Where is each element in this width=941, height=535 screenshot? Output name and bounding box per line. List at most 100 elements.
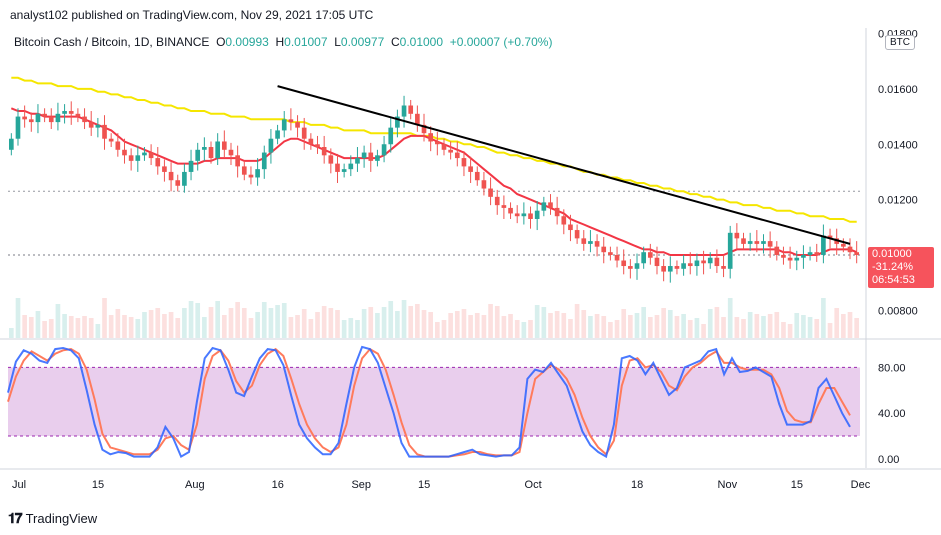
candle-body (554, 207, 560, 217)
candle-body (821, 235, 826, 255)
volume-bar (42, 321, 47, 338)
candle-body (135, 155, 141, 161)
candle-body (687, 263, 693, 267)
volume-bar (528, 320, 533, 338)
volume-bar (395, 311, 400, 338)
candle-body (82, 116, 87, 123)
candle-body (221, 141, 227, 150)
candle-body (674, 266, 680, 269)
candle-body (741, 238, 746, 244)
candle-body (847, 246, 853, 253)
candle-body (175, 180, 181, 186)
volume-bar (521, 322, 527, 338)
volume-bar (767, 314, 773, 338)
candle-body (241, 166, 247, 175)
volume-bar (428, 312, 434, 338)
volume-bar (494, 306, 500, 338)
candle-body (508, 207, 513, 214)
volume-bar (561, 313, 567, 338)
volume-bar (694, 318, 700, 338)
volume-bar (8, 328, 14, 338)
candle-body (188, 160, 194, 172)
volume-bar (647, 317, 653, 338)
candle-body (594, 241, 600, 247)
volume-bar (581, 310, 587, 338)
volume-bar (614, 320, 620, 338)
candle-body (388, 127, 394, 145)
volume-bar (55, 304, 61, 338)
candle-body (461, 158, 467, 167)
trendline[interactable] (277, 85, 851, 245)
candle-body (667, 266, 673, 272)
volume-bar (594, 314, 600, 338)
volume-bar (261, 302, 267, 338)
time-tick-label: Jul (12, 479, 26, 491)
candle-body (55, 113, 61, 123)
volume-bar (754, 314, 760, 338)
currency-badge[interactable]: BTC (885, 35, 915, 50)
candle-body (315, 144, 320, 148)
candle-body (408, 105, 414, 114)
volume-bar (601, 316, 607, 338)
candle-body (454, 152, 460, 159)
candle-body (801, 254, 806, 258)
time-tick-label: 15 (791, 479, 803, 491)
candle-body (261, 152, 267, 170)
candle-body (548, 202, 553, 208)
volume-bar (674, 316, 680, 338)
volume-bar (221, 315, 227, 338)
descending-trendline (277, 85, 851, 245)
volume-bar (328, 308, 334, 338)
candle-body (841, 243, 846, 247)
price-tick-label: 0.01400 (878, 139, 918, 151)
volume-bar (687, 320, 693, 338)
volume-bar (827, 323, 833, 338)
candle-body (747, 241, 753, 244)
candle-body (235, 155, 240, 167)
candle-body (401, 105, 407, 117)
legend-h-label: H (275, 35, 285, 49)
candle-body (614, 254, 620, 261)
candle-body (734, 232, 740, 239)
legend-open: 0.00993 (225, 35, 269, 49)
volume-bar (814, 319, 820, 338)
volume-bar (341, 320, 347, 338)
candle-body (328, 155, 334, 164)
candle-body (68, 111, 74, 114)
volume-bar (721, 317, 726, 338)
candle-body (28, 119, 34, 123)
candle-body (568, 224, 573, 231)
volume-bar (761, 316, 766, 338)
candle-body (275, 130, 280, 139)
candle-body (727, 232, 733, 269)
candle-body (701, 260, 706, 264)
axes: 0.018000.016000.014000.012000.0080080.00… (12, 29, 918, 491)
volume-bars (8, 298, 860, 338)
candle-body (375, 155, 380, 161)
footer-brand[interactable]: 𝟏𝟕 TradingView (8, 510, 97, 527)
volume-bar (95, 324, 101, 338)
ma-slow-line (11, 76, 857, 223)
candle-body (122, 149, 127, 156)
candle-body (35, 113, 41, 123)
candle-body (42, 113, 47, 117)
volume-bar (701, 324, 706, 338)
volume-bar (628, 315, 633, 338)
volume-bar (295, 315, 300, 338)
volume-bar (235, 302, 240, 338)
volume-bar (148, 310, 154, 338)
volume-bar (434, 322, 440, 338)
candle-body (301, 127, 307, 139)
time-tick-label: Aug (185, 479, 205, 491)
volume-bar (255, 312, 260, 338)
candle-body (281, 119, 287, 131)
grid-lines (0, 28, 941, 470)
candle-body (694, 260, 700, 267)
candle-body (434, 141, 440, 145)
candle-body (794, 257, 800, 261)
volume-bar (554, 311, 560, 338)
stoch-band (8, 367, 860, 436)
volume-bar (102, 298, 107, 338)
candle-body (501, 205, 507, 208)
